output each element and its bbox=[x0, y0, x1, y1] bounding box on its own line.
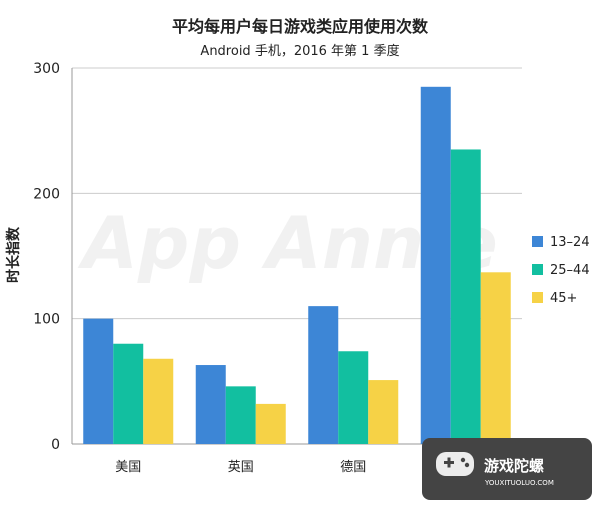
logo-badge: 游戏陀螺 YOUXITUOLUO.COM bbox=[422, 438, 592, 500]
gamepad-icon bbox=[436, 452, 474, 476]
legend-label: 45+ bbox=[550, 291, 577, 306]
bar bbox=[450, 149, 481, 444]
y-tick-label: 0 bbox=[51, 437, 60, 453]
badge-site: YOUXITUOLUO.COM bbox=[484, 479, 554, 487]
bar bbox=[338, 351, 369, 444]
bar bbox=[480, 272, 511, 444]
legend-swatch bbox=[532, 236, 543, 247]
legend-label: 25–44 bbox=[550, 263, 590, 278]
badge-name: 游戏陀螺 bbox=[484, 457, 544, 475]
y-tick-label: 300 bbox=[33, 61, 60, 77]
y-tick-label: 200 bbox=[33, 186, 60, 202]
category-label: 英国 bbox=[228, 460, 254, 475]
y-tick-label: 100 bbox=[33, 312, 60, 328]
bars bbox=[83, 86, 511, 445]
category-label: 美国 bbox=[115, 460, 141, 475]
bar bbox=[113, 343, 144, 444]
legend-label: 13–24 bbox=[550, 235, 590, 250]
legend-swatch bbox=[532, 264, 543, 275]
bar bbox=[83, 318, 114, 444]
bar bbox=[195, 365, 226, 444]
bar bbox=[225, 386, 256, 444]
y-axis-label: 时长指数 bbox=[5, 226, 22, 283]
bar bbox=[143, 358, 174, 444]
chart-subtitle: Android 手机，2016 年第 1 季度 bbox=[200, 43, 399, 59]
bar bbox=[308, 306, 339, 444]
legend-swatch bbox=[532, 292, 543, 303]
y-tick-labels: 0 100 200 300 bbox=[33, 61, 60, 453]
legend: 13–24 25–44 45+ bbox=[532, 235, 590, 306]
category-label: 德国 bbox=[340, 460, 366, 475]
bar bbox=[420, 86, 451, 445]
chart-title: 平均每用户每日游戏类应用使用次数 bbox=[172, 17, 429, 36]
bar bbox=[255, 403, 286, 444]
bar bbox=[368, 380, 399, 444]
